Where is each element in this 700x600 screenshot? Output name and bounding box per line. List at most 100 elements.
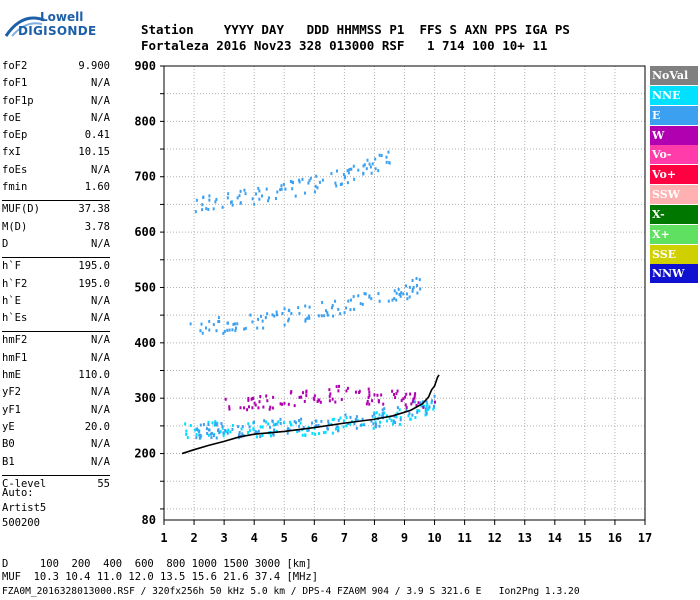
echo-dot <box>199 433 202 437</box>
echo-dot <box>204 326 207 330</box>
y-tick-label: 500 <box>134 280 156 294</box>
param-value: 0.41 <box>84 129 110 142</box>
echo-dot <box>286 431 289 435</box>
echo-dot <box>298 178 301 182</box>
param-label: yF1 <box>2 403 21 416</box>
echo-dot <box>390 419 393 423</box>
echo-dot <box>280 187 283 191</box>
echo-dot <box>267 199 270 203</box>
echo-dot <box>226 431 229 435</box>
echo-dot <box>298 395 301 399</box>
echo-dot <box>196 427 199 431</box>
param-row: foF1 N/A <box>2 77 110 94</box>
echo-dot <box>215 423 218 427</box>
echo-dot <box>304 319 307 323</box>
param-label: foEs <box>2 163 28 176</box>
echo-dot <box>212 323 215 327</box>
header-columns: Station YYYY DAY DDD HHMMSS P1 FFS S AXN… <box>141 22 570 37</box>
echo-dot <box>337 307 340 311</box>
echo-dot <box>330 306 333 310</box>
echo-dot <box>340 397 343 401</box>
echo-dot <box>400 399 403 403</box>
param-value: 37.38 <box>78 203 110 216</box>
param-label: foF1 <box>2 77 28 90</box>
echo-dot <box>416 291 419 295</box>
echo-dot <box>247 405 250 409</box>
echo-dot <box>253 202 256 206</box>
echo-dot <box>257 429 260 433</box>
params-separator <box>2 474 110 476</box>
echo-dot <box>352 164 355 168</box>
x-tick-label: 13 <box>518 531 532 545</box>
echo-dot <box>241 424 244 428</box>
echo-dot <box>381 408 384 412</box>
echo-dot <box>243 327 246 331</box>
echo-dot <box>301 391 304 395</box>
echo-dot <box>331 431 334 435</box>
echo-dot <box>199 423 202 427</box>
echo-dot <box>366 399 369 403</box>
echo-dot <box>271 419 274 423</box>
echo-dot <box>413 396 416 400</box>
echo-dot <box>365 402 368 406</box>
echo-dot <box>431 399 434 403</box>
param-label: h`F2 <box>2 277 28 290</box>
param-row: hmF1 N/A <box>2 352 110 369</box>
echo-dot <box>247 396 250 400</box>
echo-dot <box>414 416 417 420</box>
echo-dot <box>228 407 231 411</box>
echo-dot <box>202 195 205 199</box>
echo-dot <box>214 200 217 204</box>
echo-dot <box>266 399 269 403</box>
echo-dot <box>304 304 307 308</box>
param-label: C-level <box>2 477 47 490</box>
echo-dot <box>267 196 270 200</box>
logo-arc-icon <box>4 16 45 37</box>
echo-dot <box>290 390 293 394</box>
echo-dot <box>258 189 261 193</box>
x-tick-label: 4 <box>251 531 258 545</box>
echo-dot <box>325 309 328 313</box>
echo-dot <box>372 426 375 430</box>
echo-dot <box>185 432 188 436</box>
param-row: h`E N/A <box>2 295 110 312</box>
echo-dot <box>415 276 418 280</box>
echo-dot <box>314 184 317 188</box>
echo-dot <box>231 203 234 207</box>
echo-dot <box>353 307 356 311</box>
echo-dot <box>301 177 304 181</box>
echo-dot <box>194 428 197 432</box>
echo-dot <box>330 172 333 176</box>
echo-dot <box>300 395 303 399</box>
echo-dot <box>339 312 342 316</box>
echo-dot <box>213 423 216 427</box>
echo-dot <box>364 292 367 296</box>
echo-dot <box>298 429 301 433</box>
echo-dot <box>234 329 237 333</box>
param-value: N/A <box>91 77 110 90</box>
echo-dot <box>298 180 301 184</box>
echo-dot <box>201 331 204 335</box>
echo-dot <box>412 285 415 289</box>
echo-dot <box>328 399 331 403</box>
echo-dot <box>331 418 334 422</box>
echo-dot <box>248 429 251 433</box>
echo-dot <box>195 433 198 437</box>
x-tick-label: 15 <box>578 531 592 545</box>
echo-dot <box>261 425 264 429</box>
echo-dot <box>402 292 405 296</box>
echo-dot <box>317 314 320 318</box>
echo-dot <box>326 426 329 430</box>
echo-dot <box>338 384 341 388</box>
echo-dot <box>370 171 373 175</box>
echo-dot <box>380 153 383 157</box>
echo-dot <box>271 313 274 317</box>
echo-dot <box>209 432 212 436</box>
echo-dot <box>374 425 377 429</box>
echo-dot <box>208 328 211 332</box>
echo-dot <box>411 413 414 417</box>
echo-dot <box>194 210 197 214</box>
param-label: M(D) <box>2 220 28 233</box>
echo-dot <box>363 423 366 427</box>
echo-dot <box>207 433 210 437</box>
